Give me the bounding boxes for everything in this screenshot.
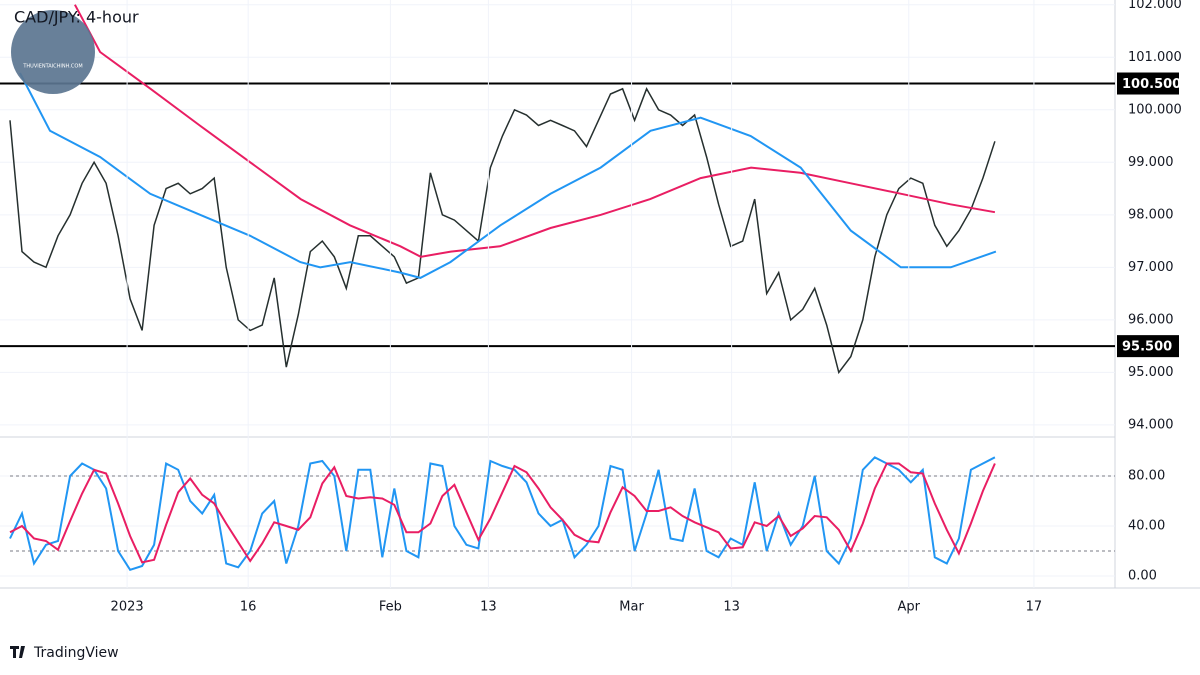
x-tick-label: 16 <box>240 600 257 615</box>
plot-layer: 94.000 95.000 96.000 97.000 98.000 99.000 100.… <box>0 0 1182 615</box>
logo <box>11 10 95 94</box>
brand-logo <box>10 646 25 658</box>
x-tick-label: Apr <box>898 600 921 615</box>
y-tick-label: 0.00 <box>1128 569 1157 584</box>
level-label: 100.500 <box>1122 77 1181 92</box>
x-tick-label: Mar <box>619 600 644 615</box>
x-tick-label: 17 <box>1026 600 1043 615</box>
logo-text: THUVIENTAICHINH.COM <box>22 64 82 70</box>
x-tick-label: 13 <box>480 600 497 615</box>
brand: TradingView <box>33 645 119 661</box>
y-tick-label: 101.000 <box>1128 50 1182 65</box>
series-line <box>9 87 996 375</box>
y-tick-label: 100.000 <box>1128 102 1182 117</box>
y-tick-label: 102.000 <box>1128 0 1182 12</box>
x-tick-label: Feb <box>379 600 402 615</box>
y-tick-label: 96.000 <box>1128 312 1174 327</box>
y-tick-label: 97.000 <box>1128 260 1174 275</box>
series-line <box>74 4 996 258</box>
series-line <box>9 462 996 564</box>
x-tick-label: 2023 <box>111 600 144 615</box>
y-tick-label: 95.000 <box>1128 365 1174 380</box>
x-tick-label: 13 <box>723 600 740 615</box>
y-tick-label: 94.000 <box>1128 417 1174 432</box>
y-tick-label: 98.000 <box>1128 207 1174 222</box>
series-line <box>19 72 997 279</box>
series-line <box>9 456 996 571</box>
y-tick-label: 99.000 <box>1128 155 1174 170</box>
level-label-box <box>1117 335 1179 358</box>
y-tick-label: 80.00 <box>1128 469 1165 484</box>
chart-title: CAD/JPY: 4-hour <box>14 8 139 27</box>
y-tick-label: 40.00 <box>1128 519 1165 534</box>
level-label: 95.500 <box>1122 340 1172 355</box>
level-label-box <box>1117 72 1179 95</box>
